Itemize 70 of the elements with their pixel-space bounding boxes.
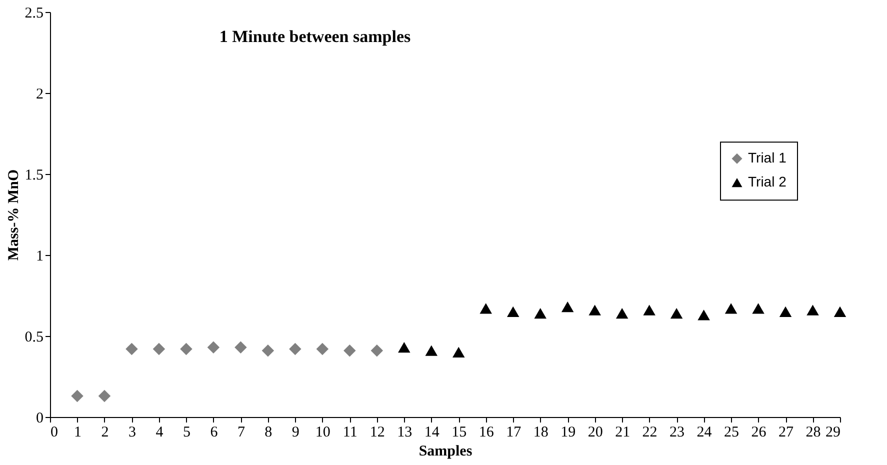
x-tick-label: 22 — [642, 424, 658, 440]
x-tick-label: 28 — [806, 424, 821, 440]
x-tick-label: 2 — [101, 424, 109, 440]
point — [425, 345, 438, 356]
point — [588, 304, 601, 316]
x-tick-label: 20 — [588, 424, 603, 440]
x-tick-label: 9 — [292, 424, 300, 440]
x-tick-label: 12 — [370, 424, 385, 440]
x-tick-label: 19 — [560, 424, 576, 440]
point — [752, 303, 764, 314]
x-tick-label: 0 — [50, 424, 58, 440]
y-tick-label: 1 — [36, 248, 44, 264]
point — [71, 390, 84, 402]
y-tick-label: 2 — [36, 86, 44, 102]
point — [316, 342, 329, 356]
point — [152, 342, 166, 356]
x-tick-label: 10 — [315, 424, 330, 440]
legend-label: Trial 2 — [748, 174, 787, 190]
x-tick-label: 27 — [778, 424, 794, 440]
x-axis-title: Samples — [418, 444, 472, 460]
point — [98, 390, 111, 402]
point — [670, 308, 683, 319]
point — [262, 344, 274, 357]
x-tick-label: 4 — [156, 424, 164, 440]
point — [234, 341, 247, 354]
point — [806, 304, 819, 316]
point — [506, 306, 520, 318]
point — [370, 344, 384, 357]
y-axis-title: Mass-% MnO — [6, 169, 22, 261]
point — [126, 342, 138, 356]
point — [643, 304, 656, 316]
x-tick-label: 8 — [264, 424, 272, 440]
point — [834, 306, 846, 318]
point — [779, 306, 792, 318]
point — [289, 342, 302, 356]
x-tick-label: 25 — [724, 424, 740, 440]
point — [398, 342, 410, 353]
point — [698, 310, 710, 320]
point — [561, 302, 574, 312]
x-tick-label: 17 — [506, 424, 522, 440]
x-tick-label: 15 — [452, 424, 467, 440]
x-tick-label: 23 — [670, 424, 685, 440]
x-tick-label: 18 — [533, 424, 548, 440]
x-tick-label: 24 — [696, 424, 712, 440]
point — [534, 308, 546, 319]
point — [616, 308, 628, 319]
x-tick-label: 7 — [237, 424, 246, 440]
y-tick-label: 2.5 — [24, 6, 44, 22]
x-tick-label: 16 — [478, 424, 494, 440]
x-tick-label: 14 — [424, 424, 440, 440]
point — [180, 342, 192, 356]
x-tick-label: 1 — [74, 424, 82, 440]
x-tick-label: 3 — [128, 424, 136, 440]
legend-label: Trial 1 — [748, 150, 787, 166]
x-tick-label: 29 — [826, 424, 840, 440]
y-tick-label: 1.5 — [24, 168, 44, 184]
x-tick-label: 13 — [397, 424, 412, 440]
x-tick-label: 11 — [342, 424, 358, 440]
x-tick-label: 26 — [751, 424, 767, 440]
x-tick-label: 21 — [615, 424, 630, 440]
y-tick-label: 0.5 — [24, 330, 44, 346]
point — [480, 303, 492, 314]
x-tick-label: 6 — [210, 424, 218, 440]
point — [724, 303, 738, 314]
y-tick-label: 0 — [36, 410, 44, 426]
text: 1 Minute between samples — [219, 27, 411, 46]
point — [344, 344, 356, 357]
point — [207, 341, 220, 354]
point — [452, 346, 465, 358]
x-tick-label: 5 — [182, 424, 190, 440]
